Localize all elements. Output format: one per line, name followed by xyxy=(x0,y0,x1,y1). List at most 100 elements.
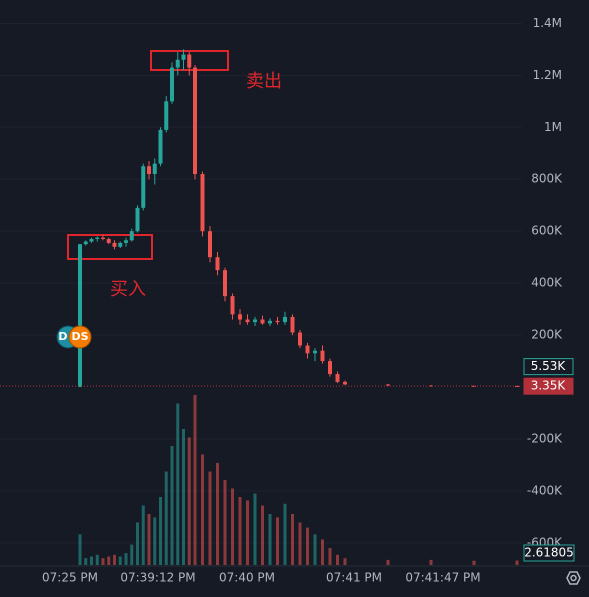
price-label-box xyxy=(523,377,574,395)
marker-ds xyxy=(68,325,92,349)
x-tick-label: 07:25 PM xyxy=(42,571,98,585)
candle-body xyxy=(101,237,105,239)
candle-body xyxy=(238,314,242,320)
candle-body xyxy=(78,244,82,388)
volume-bar xyxy=(141,505,145,565)
candle-body xyxy=(245,319,250,323)
volume-bar xyxy=(276,517,279,565)
candle-body xyxy=(175,59,180,68)
candle-body xyxy=(298,332,302,346)
volume-bar xyxy=(176,403,180,565)
volume-label-box xyxy=(523,544,575,562)
candle-body xyxy=(230,296,235,315)
volume-bar xyxy=(231,488,234,565)
x-tick-label: 07:41 PM xyxy=(326,571,382,585)
y-tick-label: -200K xyxy=(527,432,563,446)
y-tick-label: 600K xyxy=(531,224,563,238)
volume-bar xyxy=(153,517,157,565)
candle-body xyxy=(124,240,128,243)
candle-body xyxy=(335,374,340,382)
volume-bar xyxy=(193,395,197,565)
volume-bar xyxy=(298,522,302,565)
y-tick-label: 1.4M xyxy=(533,16,562,30)
volume-bar xyxy=(164,471,168,565)
x-tick-label: 07:39:12 PM xyxy=(120,571,195,585)
candle-body xyxy=(135,207,140,232)
volume-bar xyxy=(147,514,151,565)
candle-body xyxy=(89,238,94,242)
volume-bar xyxy=(515,560,519,565)
candle-body xyxy=(181,54,186,60)
volume-bar xyxy=(118,556,122,565)
candle-body xyxy=(141,166,146,208)
y-tick-label: 400K xyxy=(531,276,563,290)
candle-body xyxy=(223,270,227,297)
marker-ds-text: DS xyxy=(71,330,88,343)
price-label: 3.35K xyxy=(531,379,567,393)
candle-body xyxy=(129,231,134,241)
volume-bar xyxy=(101,558,105,565)
volume-bar xyxy=(107,556,111,565)
candle-body xyxy=(260,319,265,324)
volume-bar xyxy=(113,554,116,565)
y-tick-label: 200K xyxy=(531,328,563,342)
candle-body xyxy=(253,319,257,323)
candle-body xyxy=(290,316,295,333)
volume-bar xyxy=(78,534,82,565)
volume-bar xyxy=(201,454,204,565)
candle-body xyxy=(320,350,325,362)
candle-body xyxy=(158,129,163,164)
volume-bar xyxy=(328,548,332,565)
sell-annotation: 卖出 xyxy=(246,71,282,92)
candle-body xyxy=(187,54,192,68)
volume-bar xyxy=(187,437,191,565)
volume-bar xyxy=(268,514,272,565)
candle-body xyxy=(313,350,317,354)
volume-bar xyxy=(238,497,242,565)
buy-annotation: 买入 xyxy=(110,279,146,300)
candle-body xyxy=(215,257,220,271)
candle-body xyxy=(328,361,332,375)
price-label: 5.53K xyxy=(531,359,567,373)
candle-body xyxy=(305,345,310,354)
candle-body xyxy=(429,385,433,387)
volume-bar xyxy=(223,480,227,565)
candle-body xyxy=(343,381,347,385)
candle-body xyxy=(200,174,205,232)
candle-body xyxy=(386,384,390,386)
volume-bar xyxy=(306,527,309,565)
price-label-box xyxy=(523,358,574,376)
candle-body xyxy=(147,166,151,175)
settings-icon[interactable] xyxy=(566,571,581,585)
settings-hexagon[interactable] xyxy=(566,571,581,585)
volume-bar xyxy=(336,554,339,565)
candle-body xyxy=(106,238,111,243)
x-tick-label: 07:41:47 PM xyxy=(405,571,480,585)
settings-dot[interactable] xyxy=(570,574,577,582)
volume-bar xyxy=(130,544,134,565)
candle-body xyxy=(118,242,123,247)
x-tick-label: 07:40 PM xyxy=(219,571,275,585)
volume-bar xyxy=(159,497,162,565)
candle-body xyxy=(283,316,287,323)
y-tick-label: 1.2M xyxy=(533,68,562,82)
volume-bar xyxy=(291,514,294,565)
volume-bar xyxy=(95,554,99,565)
candle-body xyxy=(95,237,100,239)
volume-bar xyxy=(472,560,476,565)
volume-bar xyxy=(182,429,185,565)
volume-bar xyxy=(124,553,128,565)
volume-bar xyxy=(170,446,174,565)
volume-bar xyxy=(261,505,264,565)
marker-d-text: D xyxy=(58,330,67,343)
candle-body xyxy=(208,231,212,258)
volume-bar xyxy=(208,471,212,565)
candle-body xyxy=(83,241,88,245)
volume-bar xyxy=(283,503,287,565)
volume-bar xyxy=(90,556,93,565)
volume-bar xyxy=(321,539,324,565)
candle-body xyxy=(164,101,169,130)
volume-bar xyxy=(343,558,347,565)
